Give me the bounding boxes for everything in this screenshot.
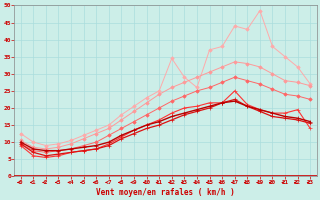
X-axis label: Vent moyen/en rafales ( km/h ): Vent moyen/en rafales ( km/h ) [96, 188, 235, 197]
